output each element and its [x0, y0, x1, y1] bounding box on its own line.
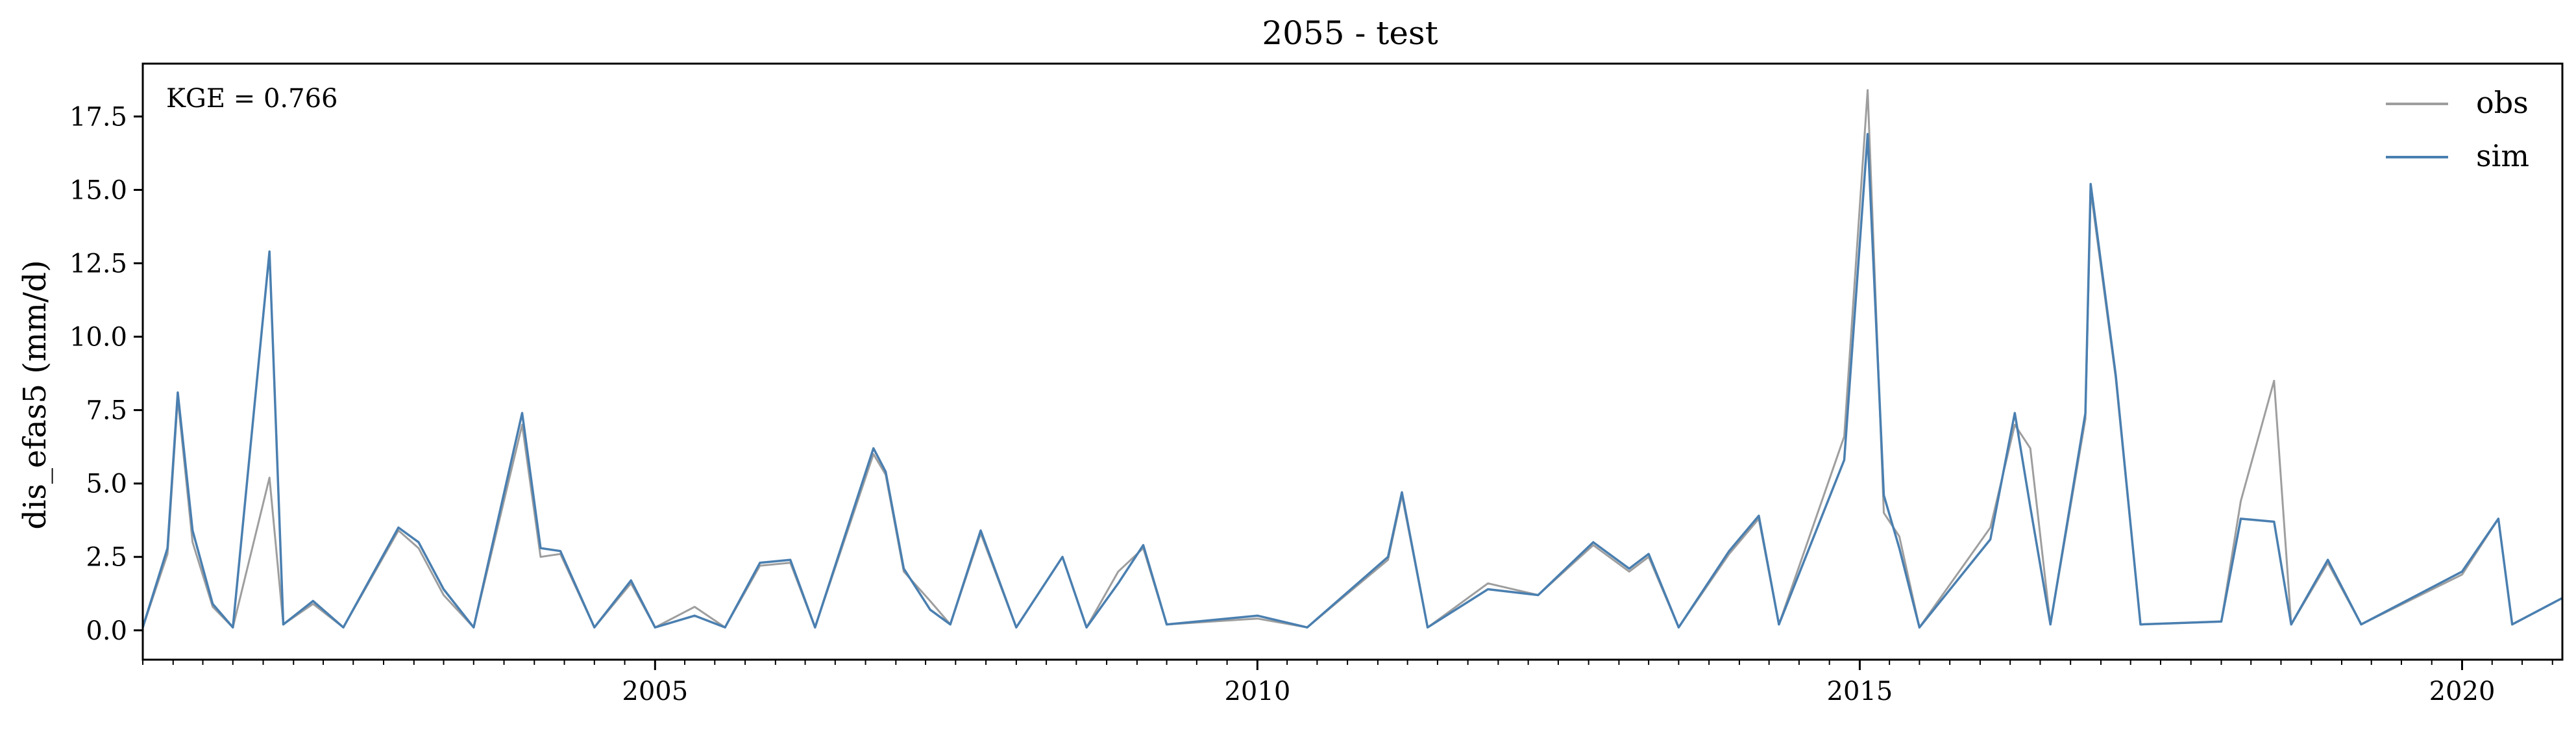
y-axis-ticks: 0.0 2.5 5.0 7.5 10.0 12.5 15.0 17.5 — [69, 102, 143, 646]
y-tick-label: 7.5 — [86, 396, 127, 426]
y-tick-label: 10.0 — [69, 323, 127, 353]
series-line-obs — [141, 89, 2563, 629]
series-line-sim — [141, 132, 2563, 629]
y-tick-label: 12.5 — [69, 249, 127, 279]
y-tick-label: 2.5 — [86, 543, 127, 573]
y-tick-label: 15.0 — [69, 175, 127, 205]
legend-sim-label: sim — [2476, 138, 2529, 173]
x-tick-label: 2015 — [1827, 677, 1893, 706]
chart-title: 2055 - test — [1262, 14, 1438, 52]
y-tick-label: 0.0 — [86, 616, 127, 646]
x-tick-label: 2010 — [1224, 677, 1290, 706]
y-axis-label: dis_efas5 (mm/d) — [17, 260, 53, 529]
kge-annotation: KGE = 0.766 — [166, 84, 338, 114]
x-tick-label: 2020 — [2429, 677, 2496, 706]
legend: obs sim — [2386, 85, 2529, 173]
plot-area — [141, 89, 2563, 629]
plot-frame — [141, 62, 2564, 661]
y-tick-label: 17.5 — [69, 102, 127, 132]
legend-obs-label: obs — [2476, 85, 2529, 120]
x-tick-label: 2005 — [622, 677, 688, 706]
y-tick-label: 5.0 — [86, 469, 127, 499]
x-axis-ticks: 2005 2010 2015 2020 — [142, 660, 2553, 706]
